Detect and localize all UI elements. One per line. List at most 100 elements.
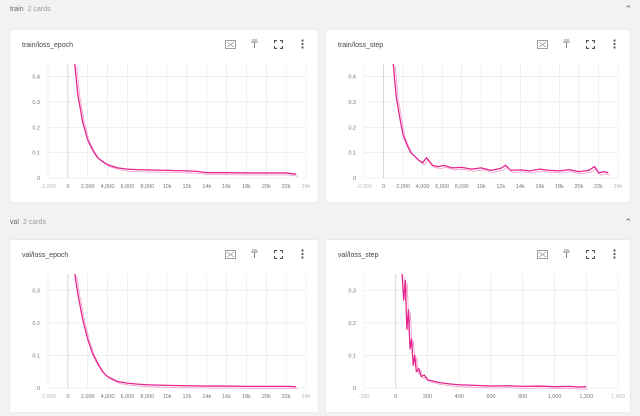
x-tick-label: 2,000 bbox=[396, 184, 410, 190]
x-tick-label: 24k bbox=[302, 184, 311, 190]
x-tick-label: 4,000 bbox=[101, 184, 115, 190]
y-tick-label: 0.3 bbox=[348, 100, 356, 106]
x-tick-label: -2,000 bbox=[40, 394, 56, 400]
card-toolbar bbox=[536, 248, 620, 260]
expand-icon[interactable] bbox=[536, 38, 548, 50]
x-tick-label: 16k bbox=[535, 184, 544, 190]
more-vert-icon[interactable] bbox=[608, 38, 620, 50]
series-line bbox=[401, 273, 587, 388]
x-tick-label: 8,000 bbox=[455, 184, 469, 190]
x-tick-label: 12k bbox=[496, 184, 505, 190]
section-header-train[interactable]: train 2 cards ⌃ bbox=[0, 0, 640, 22]
x-tick-label: 10k bbox=[163, 184, 172, 190]
y-tick-label: 0.3 bbox=[32, 288, 40, 294]
more-vert-icon[interactable] bbox=[296, 248, 308, 260]
x-tick-label: 6,000 bbox=[121, 184, 135, 190]
series-line bbox=[74, 273, 297, 388]
y-tick-label: 0 bbox=[353, 176, 356, 182]
card-title: train/loss_epoch bbox=[22, 42, 73, 49]
x-tick-label: 16k bbox=[222, 184, 231, 190]
chart-card-val-loss-step: val/loss_step -200 0 200 400 600 800 1,000 1,20… bbox=[326, 240, 630, 412]
x-tick-label: 4,000 bbox=[416, 184, 430, 190]
series-line bbox=[392, 63, 609, 174]
y-tick-label: 0.2 bbox=[348, 125, 356, 131]
y-tick-label: 0.3 bbox=[32, 100, 40, 106]
y-tick-label: 0 bbox=[353, 386, 356, 392]
x-tick-label: 24k bbox=[614, 184, 623, 190]
expand-icon[interactable] bbox=[224, 248, 236, 260]
chart-train-loss-epoch[interactable]: -2,000 0 2,000 4,000 6,000 8,000 10k 12k 14k 16k 1… bbox=[10, 30, 318, 202]
x-tick-label: 16k bbox=[222, 394, 231, 400]
chart-val-loss-step[interactable]: -200 0 200 400 600 800 1,000 1,200 1,40000.10.20… bbox=[326, 240, 630, 412]
fullscreen-icon[interactable] bbox=[272, 248, 284, 260]
y-tick-label: 0.3 bbox=[348, 288, 356, 294]
x-tick-label: 22k bbox=[282, 184, 291, 190]
x-tick-label: 24k bbox=[302, 394, 311, 400]
x-tick-label: 14k bbox=[516, 184, 525, 190]
x-tick-label: 800 bbox=[518, 394, 527, 400]
x-tick-label: -2,000 bbox=[40, 184, 56, 190]
card-toolbar bbox=[224, 38, 308, 50]
y-tick-label: 0.4 bbox=[348, 75, 356, 81]
x-tick-label: 12k bbox=[182, 394, 191, 400]
chart-card-train-loss-epoch: train/loss_epoch -2,000 0 2,000 4,000 6,000 8… bbox=[10, 30, 318, 202]
fullscreen-icon[interactable] bbox=[584, 38, 596, 50]
y-tick-label: 0.2 bbox=[32, 125, 40, 131]
card-title: val/loss_epoch bbox=[22, 252, 69, 259]
x-tick-label: 0 bbox=[394, 394, 397, 400]
y-tick-label: 0.1 bbox=[32, 353, 40, 359]
chart-val-loss-epoch[interactable]: -2,000 0 2,000 4,000 6,000 8,000 10k 12k 14k 16k 1… bbox=[10, 240, 318, 412]
x-tick-label: 400 bbox=[455, 394, 464, 400]
y-tick-label: 0.2 bbox=[32, 321, 40, 327]
pin-icon[interactable] bbox=[248, 248, 260, 260]
x-tick-label: 6,000 bbox=[435, 184, 449, 190]
x-tick-label: 0 bbox=[66, 184, 69, 190]
fullscreen-icon[interactable] bbox=[584, 248, 596, 260]
expand-icon[interactable] bbox=[536, 248, 548, 260]
expand-icon[interactable] bbox=[224, 38, 236, 50]
section-title: train 2 cards bbox=[10, 6, 51, 13]
series-line bbox=[74, 63, 297, 175]
section-title: val 2 cards bbox=[10, 219, 46, 226]
chart-card-val-loss-epoch: val/loss_epoch -2,000 0 2,000 4,000 6,000 8,0… bbox=[10, 240, 318, 412]
y-tick-label: 0.2 bbox=[348, 321, 356, 327]
x-tick-label: -2,000 bbox=[356, 184, 372, 190]
x-tick-label: 14k bbox=[202, 184, 211, 190]
x-tick-label: 2,000 bbox=[81, 184, 95, 190]
x-tick-label: 10k bbox=[163, 394, 172, 400]
x-tick-label: 8,000 bbox=[140, 394, 154, 400]
card-title: train/loss_step bbox=[338, 42, 384, 49]
x-tick-label: 4,000 bbox=[101, 394, 115, 400]
series-line-raw bbox=[403, 275, 589, 390]
y-tick-label: 0.1 bbox=[32, 151, 40, 157]
x-tick-label: 6,000 bbox=[121, 394, 135, 400]
y-tick-label: 0.1 bbox=[348, 151, 356, 157]
x-tick-label: 8,000 bbox=[140, 184, 154, 190]
more-vert-icon[interactable] bbox=[296, 38, 308, 50]
pin-icon[interactable] bbox=[560, 248, 572, 260]
x-tick-label: 22k bbox=[594, 184, 603, 190]
pin-icon[interactable] bbox=[248, 38, 260, 50]
more-vert-icon[interactable] bbox=[608, 248, 620, 260]
x-tick-label: 20k bbox=[262, 184, 271, 190]
x-tick-label: 1,400 bbox=[611, 394, 625, 400]
section-header-val[interactable]: val 2 cards ⌃ bbox=[0, 213, 640, 235]
x-tick-label: 18k bbox=[555, 184, 564, 190]
x-tick-label: 1,200 bbox=[579, 394, 593, 400]
x-tick-label: 600 bbox=[486, 394, 495, 400]
fullscreen-icon[interactable] bbox=[272, 38, 284, 50]
y-tick-label: 0.4 bbox=[32, 75, 40, 81]
x-tick-label: 10k bbox=[477, 184, 486, 190]
chart-train-loss-step[interactable]: -2,000 0 2,000 4,000 6,000 8,000 10k 12k 14k 16k 1… bbox=[326, 30, 630, 202]
series-line-raw bbox=[76, 275, 299, 390]
x-tick-label: -200 bbox=[358, 394, 369, 400]
x-tick-label: 0 bbox=[382, 184, 385, 190]
x-tick-label: 12k bbox=[182, 184, 191, 190]
chevron-up-icon[interactable]: ⌃ bbox=[624, 4, 632, 14]
card-toolbar bbox=[536, 38, 620, 50]
y-tick-label: 0 bbox=[37, 176, 40, 182]
chevron-up-icon[interactable]: ⌃ bbox=[624, 217, 632, 227]
pin-icon[interactable] bbox=[560, 38, 572, 50]
card-toolbar bbox=[224, 248, 308, 260]
x-tick-label: 2,000 bbox=[81, 394, 95, 400]
